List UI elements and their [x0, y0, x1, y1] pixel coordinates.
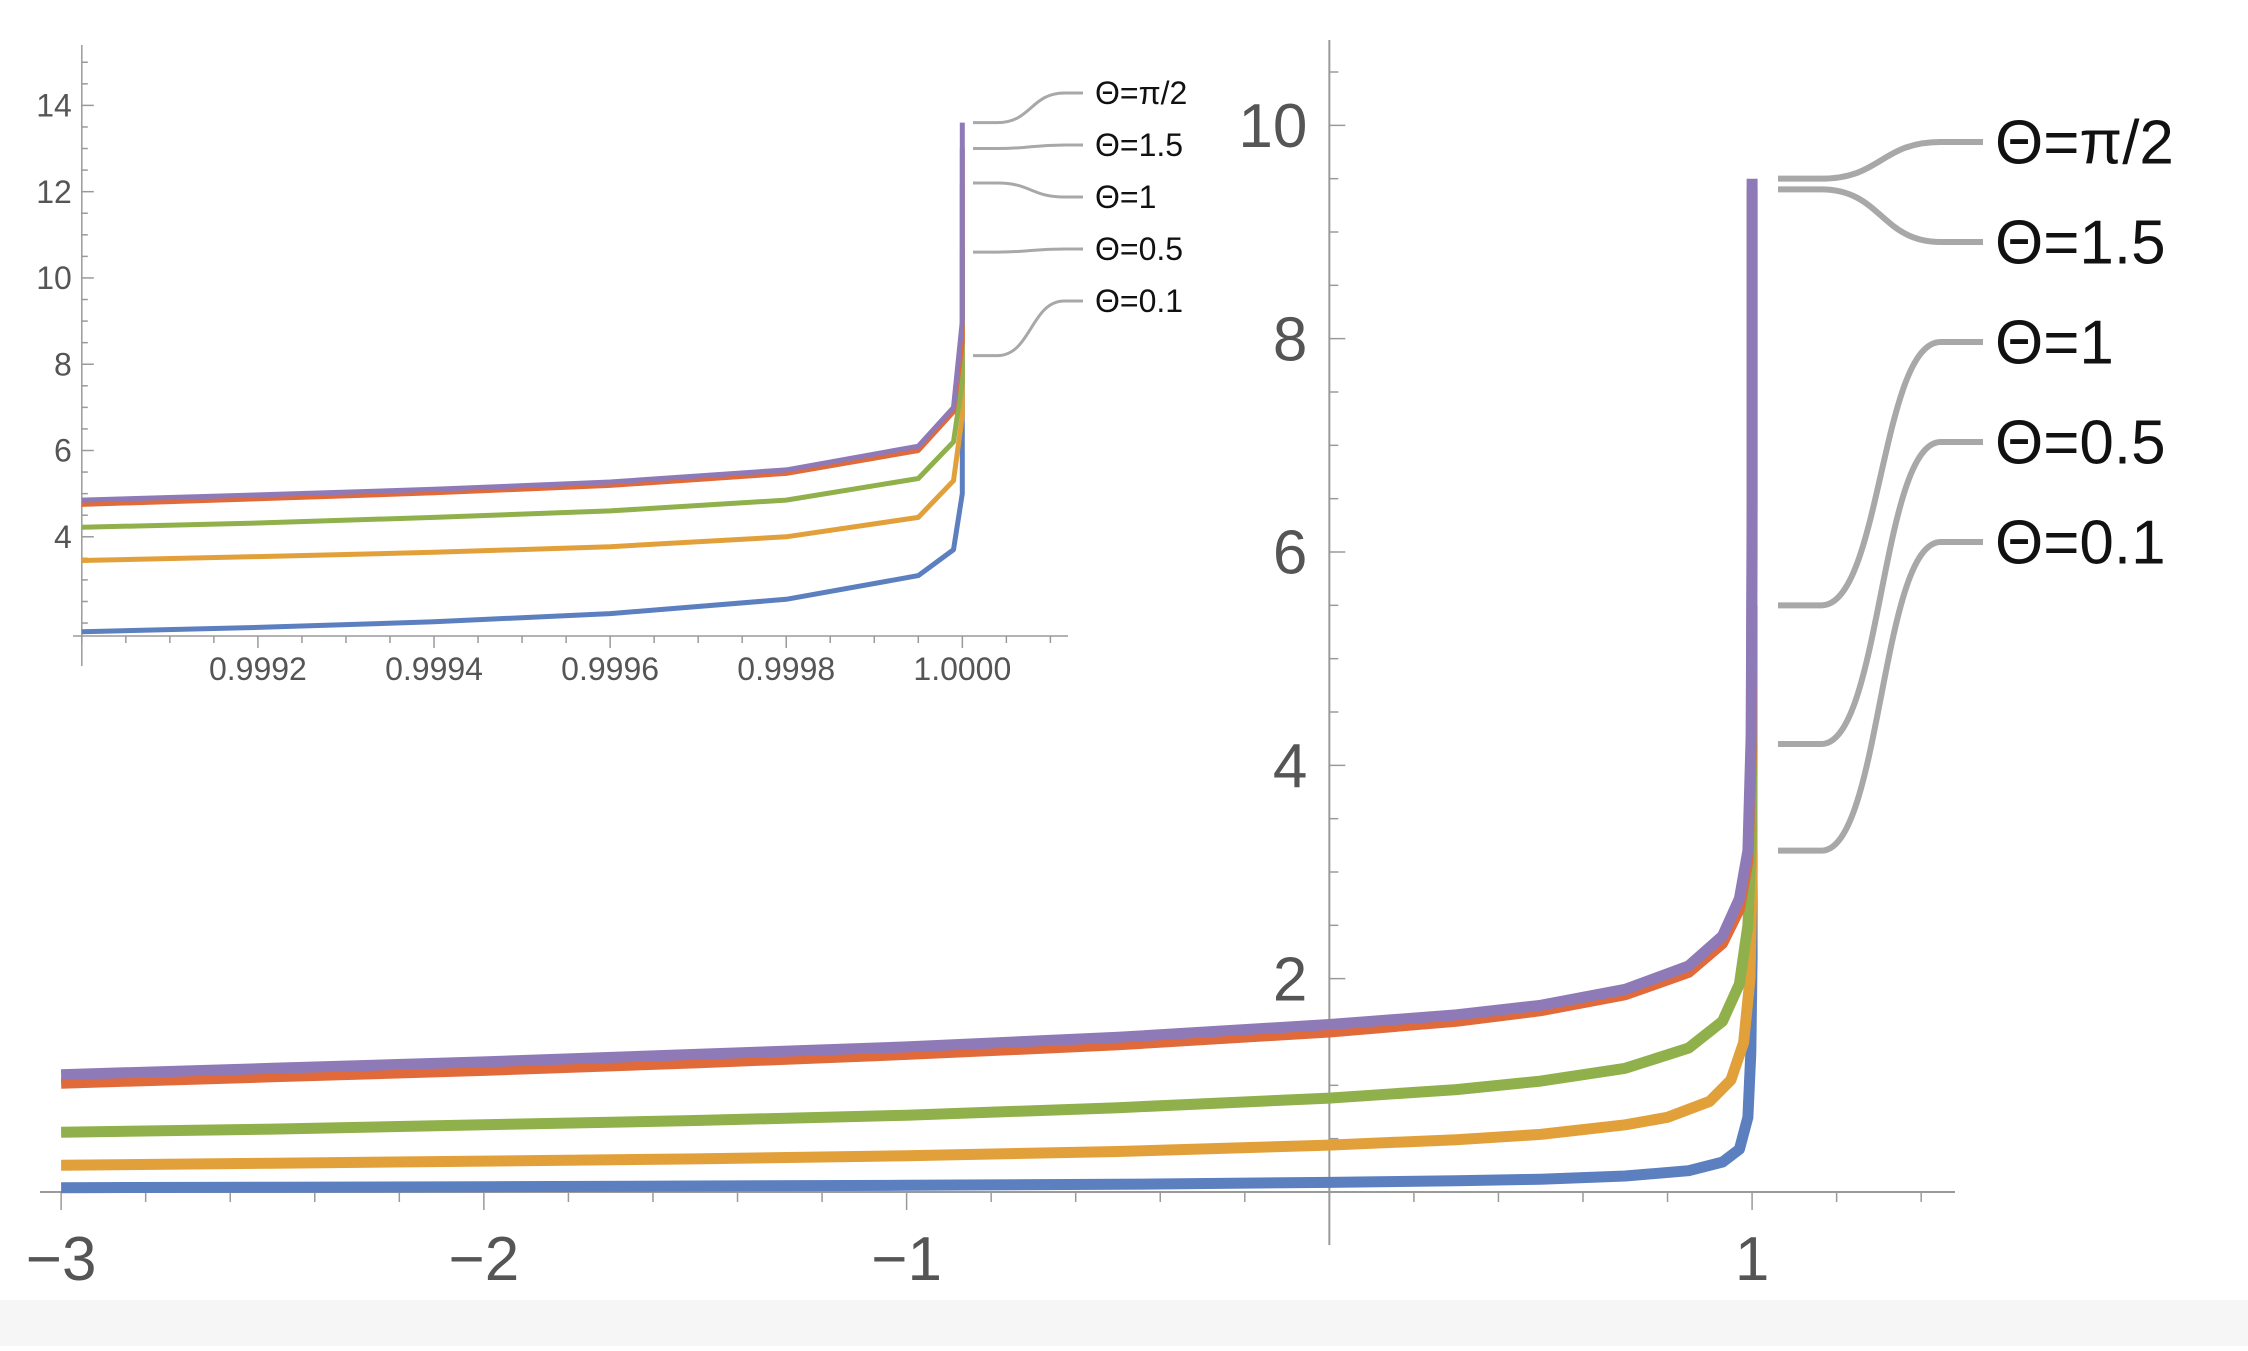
main-legend-leader	[1778, 439, 1983, 747]
main-legend-leader	[1778, 539, 1983, 854]
main-legend-leader	[1778, 186, 1983, 245]
main-legend-leader	[1778, 339, 1983, 609]
inset-legend-label: Θ=1	[1095, 179, 1156, 215]
inset-y-tick-label: 12	[36, 174, 72, 210]
inset-legend-label: Θ=1.5	[1095, 127, 1183, 163]
inset-y-tick-label: 8	[54, 346, 72, 382]
main-series-1	[61, 605, 1758, 1138]
inset-series-0-5	[81, 252, 965, 563]
inset-legend-leader	[973, 299, 1083, 358]
main-series-0-1	[61, 850, 1758, 1194]
inset-series-1-5	[81, 148, 965, 507]
main-x-tick-label: −2	[449, 1225, 520, 1294]
main-y-tick-label: 4	[1273, 732, 1307, 801]
main-y-tick-label: 6	[1273, 519, 1307, 588]
main-x-tick-label: 1	[1735, 1225, 1769, 1294]
main-y-tick-label: 2	[1273, 945, 1307, 1014]
inset-legend-leader	[973, 143, 1083, 151]
main-x-tick-label: −3	[26, 1225, 97, 1294]
inset-x-tick-label: 0.9994	[385, 651, 483, 687]
inset-y-tick-label: 6	[54, 433, 72, 469]
main-x-tick-label: −1	[871, 1225, 942, 1294]
inset-y-tick-label: 4	[54, 519, 72, 555]
inset-series-0-1	[81, 355, 965, 635]
inset-legend-leader	[973, 181, 1083, 199]
inset-y-tick-label: 10	[36, 260, 72, 296]
inset-x-tick-label: 0.9998	[737, 651, 835, 687]
inset-legend-leader	[973, 91, 1083, 125]
inset-legend-leader	[973, 247, 1083, 254]
bottom-strip	[0, 1300, 2248, 1346]
inset-x-tick-label: 0.9996	[561, 651, 659, 687]
main-legend-label: Θ=π/2	[1995, 109, 2174, 178]
inset-x-tick-label: 1.0000	[913, 651, 1011, 687]
inset-chart: 0.9992 0.9994 0.9996 0.9998 1.0000 4 6 8 10 12 14 Θ…	[36, 45, 1187, 687]
main-legend-leader	[1778, 139, 1983, 182]
main-legend-label: Θ=1.5	[1995, 209, 2166, 278]
inset-legend-label: Θ=0.1	[1095, 283, 1183, 319]
main-y-tick-label: 8	[1273, 305, 1307, 374]
main-series-0-5	[61, 744, 1758, 1171]
inset-legend-label: Θ=0.5	[1095, 231, 1183, 267]
main-legend-label: Θ=1	[1995, 309, 2114, 378]
main-y-tick-label: 10	[1238, 92, 1307, 161]
inset-y-tick-label: 14	[36, 88, 72, 124]
main-legend-label: Θ=0.5	[1995, 409, 2166, 478]
main-legend-label: Θ=0.1	[1995, 509, 2166, 578]
inset-x-tick-label: 0.9992	[209, 651, 307, 687]
main-series-2	[60, 178, 1758, 1081]
inset-series-2	[81, 122, 965, 503]
inset-series-1	[81, 183, 965, 530]
inset-legend-label: Θ=π/2	[1095, 75, 1187, 111]
